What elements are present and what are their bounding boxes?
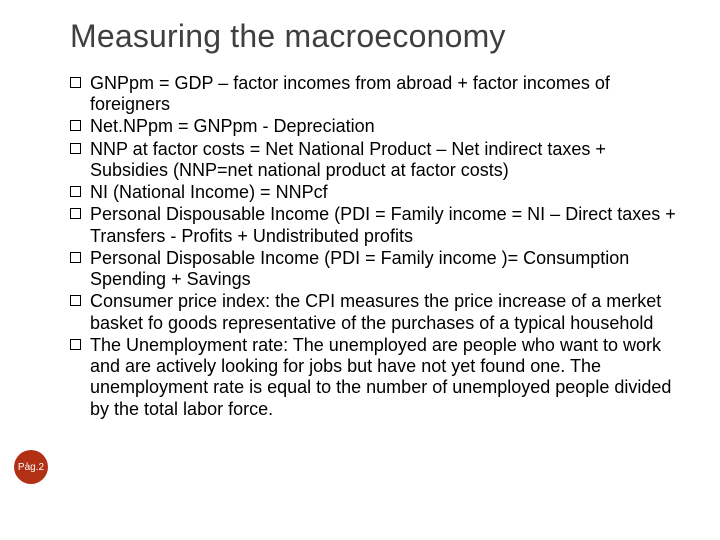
list-item: NNP at factor costs = Net National Produ… (70, 139, 680, 181)
list-item: Personal Dispousable Income (PDI = Famil… (70, 204, 680, 246)
list-item: Consumer price index: the CPI measures t… (70, 291, 680, 333)
checkbox-icon (70, 252, 81, 263)
bullet-text: The Unemployment rate: The unemployed ar… (90, 335, 671, 419)
checkbox-icon (70, 77, 81, 88)
checkbox-icon (70, 186, 81, 197)
bullet-text: NNP at factor costs = Net National Produ… (90, 139, 606, 180)
list-item: GNPpm = GDP – factor incomes from abroad… (70, 73, 680, 115)
bullet-list: GNPpm = GDP – factor incomes from abroad… (70, 73, 680, 420)
checkbox-icon (70, 295, 81, 306)
checkbox-icon (70, 208, 81, 219)
checkbox-icon (70, 120, 81, 131)
page-number-label: Pàg.2 (18, 462, 44, 473)
bullet-text: Net.NPpm = GNPpm - Depreciation (90, 116, 375, 136)
list-item: Personal Disposable Income (PDI = Family… (70, 248, 680, 290)
list-item: NI (National Income) = NNPcf (70, 182, 680, 203)
list-item: Net.NPpm = GNPpm - Depreciation (70, 116, 680, 137)
bullet-text: NI (National Income) = NNPcf (90, 182, 328, 202)
checkbox-icon (70, 339, 81, 350)
bullet-text: Personal Disposable Income (PDI = Family… (90, 248, 629, 289)
bullet-text: GNPpm = GDP – factor incomes from abroad… (90, 73, 610, 114)
page-number-badge: Pàg.2 (14, 450, 48, 484)
bullet-text: Consumer price index: the CPI measures t… (90, 291, 661, 332)
bullet-text: Personal Dispousable Income (PDI = Famil… (90, 204, 676, 245)
list-item: The Unemployment rate: The unemployed ar… (70, 335, 680, 420)
slide: Measuring the macroeconomy GNPpm = GDP –… (0, 0, 720, 540)
page-title: Measuring the macroeconomy (70, 18, 680, 55)
checkbox-icon (70, 143, 81, 154)
